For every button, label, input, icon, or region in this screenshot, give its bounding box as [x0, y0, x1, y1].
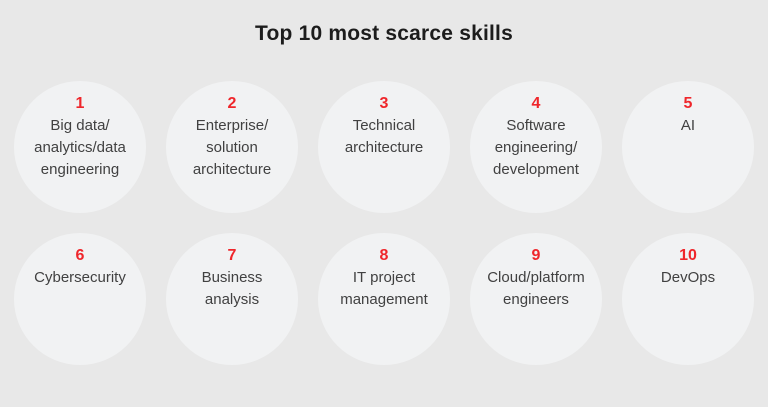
skill-rank: 5 [683, 95, 693, 112]
skill-label: Technical architecture [344, 117, 424, 156]
skill-label: Cloud/platform engineers [487, 269, 585, 308]
skill-circle-8: 8 IT project management [318, 233, 450, 365]
skill-circle-9: 9 Cloud/platform engineers [470, 233, 602, 365]
skill-row-bottom: 6 Cybersecurity 7 Business analysis 8 IT… [14, 233, 754, 365]
skill-circle-10: 10 DevOps [622, 233, 754, 365]
skill-rank: 8 [379, 247, 389, 264]
skill-circle-1: 1 Big data/ analytics/data engineering [14, 81, 146, 213]
skill-rank: 6 [75, 247, 85, 264]
skill-label: Software engineering/ development [493, 117, 579, 178]
skill-rank: 10 [679, 247, 697, 264]
skill-label: DevOps [660, 269, 716, 286]
skill-circle-grid: 1 Big data/ analytics/data engineering 2… [14, 81, 754, 365]
skill-rank: 7 [227, 247, 237, 264]
page-title: Top 10 most scarce skills [255, 22, 513, 45]
skill-circle-4: 4 Software engineering/ development [470, 81, 602, 213]
skill-circle-6: 6 Cybersecurity [14, 233, 146, 365]
skill-circle-7: 7 Business analysis [166, 233, 298, 365]
skill-row-top: 1 Big data/ analytics/data engineering 2… [14, 81, 754, 213]
skill-rank: 1 [75, 95, 85, 112]
skill-label: Enterprise/ solution architecture [192, 117, 272, 178]
skill-circle-5: 5 AI [622, 81, 754, 213]
skill-rank: 4 [531, 95, 541, 112]
skill-rank: 2 [227, 95, 237, 112]
skill-circle-3: 3 Technical architecture [318, 81, 450, 213]
skill-circle-2: 2 Enterprise/ solution architecture [166, 81, 298, 213]
skill-rank: 3 [379, 95, 389, 112]
skill-label: IT project management [340, 269, 428, 308]
skill-rank: 9 [531, 247, 541, 264]
skill-label: Cybersecurity [34, 269, 126, 286]
skill-label: Business analysis [201, 269, 263, 308]
skill-label: Big data/ analytics/data engineering [34, 117, 126, 178]
skill-label: AI [680, 117, 696, 134]
